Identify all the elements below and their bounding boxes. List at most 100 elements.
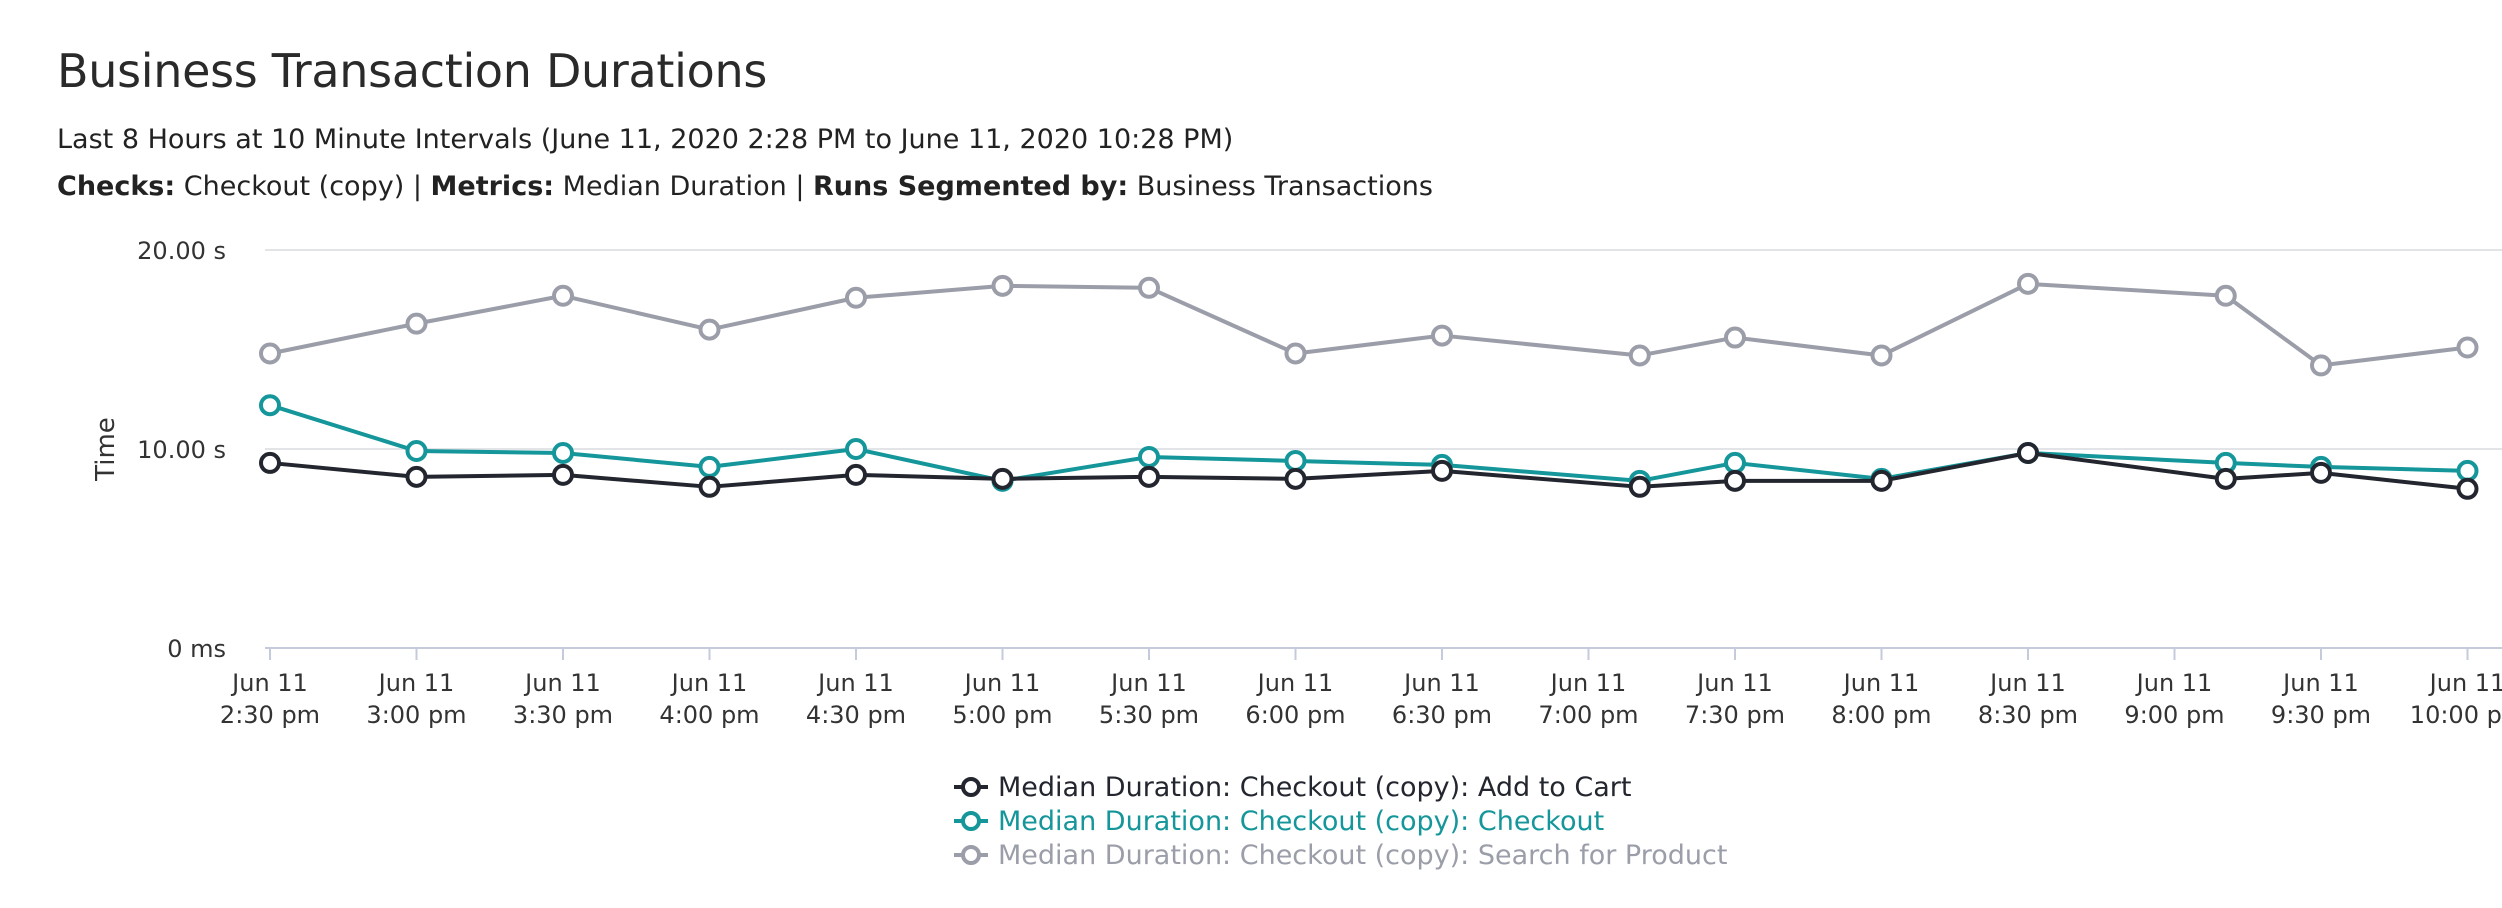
series-line (269, 281, 2468, 368)
data-point (1138, 276, 1160, 299)
legend-marker-icon (954, 811, 988, 831)
data-point (845, 463, 867, 486)
data-point (1724, 469, 1746, 492)
data-point (698, 318, 721, 341)
legend-label: Median Duration: Checkout (copy): Add to… (998, 771, 1632, 803)
data-point (991, 274, 1014, 297)
y-tick-label: 10.00 s (137, 436, 226, 464)
x-tick-label: Jun 11 (1695, 669, 1773, 697)
x-tick-label: Jun 11 (377, 669, 455, 697)
y-axis: 0 ms 10.00 s 20.00 s Time (91, 237, 226, 663)
y-tick-label: 20.00 s (137, 237, 226, 265)
data-point (698, 455, 721, 478)
x-tick-label: Jun 11 (230, 669, 308, 697)
x-tick-label: Jun 11 (963, 669, 1041, 697)
legend-label: Median Duration: Checkout (copy): Search… (998, 839, 1728, 871)
data-point (405, 439, 428, 462)
data-point (1870, 344, 1893, 367)
x-tick-label: Jun 11 (1842, 669, 1920, 697)
x-tick-label: 4:30 pm (806, 701, 906, 729)
data-point (1628, 344, 1651, 367)
data-point (2310, 461, 2332, 484)
x-tick-label: Jun 11 (2428, 669, 2502, 697)
segmented-label: Runs Segmented by: (813, 171, 1129, 202)
x-axis: Jun 11 2:30 pm Jun 11 3:00 pm Jun 11 3:30 pm J… (220, 647, 2502, 729)
x-tick-label: 3:00 pm (366, 701, 466, 729)
data-point (2456, 459, 2479, 482)
x-tick-label: 10:00 pm (2410, 701, 2502, 729)
data-point (2017, 272, 2039, 295)
chart-grid (265, 249, 2502, 450)
legend-marker-icon (954, 777, 988, 797)
legend-dot (961, 811, 981, 831)
x-tick-label: 9:30 pm (2271, 701, 2371, 729)
x-tick-label: Jun 11 (1402, 669, 1480, 697)
series-line (269, 403, 2468, 483)
series-line (269, 450, 2468, 491)
data-point (1724, 326, 1746, 349)
legend-label: Median Duration: Checkout (copy): Checko… (998, 805, 1605, 837)
data-point (259, 342, 281, 365)
legend-dot (961, 845, 981, 865)
data-point (1431, 324, 1453, 347)
data-point (405, 465, 428, 488)
series-group (259, 441, 2479, 500)
data-point (991, 467, 1014, 490)
segmented-value: Business Transactions (1136, 171, 1433, 202)
x-tick-label: Jun 11 (1549, 669, 1627, 697)
x-tick-label: 8:30 pm (1978, 701, 2078, 729)
data-point (1870, 469, 1893, 492)
meta-separator: | (412, 171, 422, 202)
data-point (1138, 465, 1160, 488)
data-point (1138, 445, 1160, 468)
data-point (845, 286, 867, 309)
x-tick-label: 6:00 pm (1245, 701, 1345, 729)
x-tick-label: 3:30 pm (513, 701, 613, 729)
legend-item[interactable]: Median Duration: Checkout (copy): Add to… (952, 770, 1727, 804)
checks-label: Checks: (57, 171, 176, 202)
data-point (1628, 475, 1651, 498)
chart-legend: Median Duration: Checkout (copy): Add to… (952, 770, 1727, 872)
chart-meta-line: Checks: Checkout (copy) | Metrics: Media… (57, 171, 1433, 202)
x-tick-label: Jun 11 (1256, 669, 1334, 697)
time-range-subtitle: Last 8 Hours at 10 Minute Intervals (Jun… (57, 124, 1234, 155)
data-point (1284, 467, 1307, 490)
x-tick-label: 5:00 pm (952, 701, 1052, 729)
checks-value: Checkout (copy) (183, 171, 405, 202)
x-tick-label: Jun 11 (2281, 669, 2359, 697)
x-tick-label: 8:00 pm (1831, 701, 1931, 729)
legend-item[interactable]: Median Duration: Checkout (copy): Checko… (952, 804, 1727, 838)
legend-dot (961, 777, 981, 797)
x-tick-label: 5:30 pm (1099, 701, 1199, 729)
x-tick-label: Jun 11 (1988, 669, 2066, 697)
y-axis-title: Time (91, 417, 121, 482)
series-group (259, 272, 2479, 377)
legend-marker-icon (954, 845, 988, 865)
x-tick-label: 7:00 pm (1538, 701, 1638, 729)
x-tick-label: Jun 11 (816, 669, 894, 697)
legend-item[interactable]: Median Duration: Checkout (copy): Search… (952, 838, 1727, 872)
page-title: Business Transaction Durations (57, 44, 767, 98)
data-point (259, 451, 281, 474)
y-tick-label: 0 ms (167, 635, 226, 663)
x-tick-label: Jun 11 (670, 669, 748, 697)
data-point (2214, 467, 2237, 490)
data-point (552, 284, 574, 307)
meta-separator: | (795, 171, 805, 202)
data-point (552, 463, 574, 486)
data-point (845, 438, 867, 460)
data-point (2456, 477, 2479, 500)
data-point (552, 441, 574, 464)
metrics-label: Metrics: (430, 171, 555, 202)
x-tick-label: 4:00 pm (659, 701, 759, 729)
data-point (698, 475, 721, 498)
metrics-value: Median Duration (562, 171, 787, 202)
data-point (1284, 449, 1307, 472)
x-tick-label: 9:00 pm (2124, 701, 2224, 729)
series-layer (259, 272, 2479, 500)
data-point (2214, 284, 2237, 307)
data-point (2456, 336, 2479, 359)
x-tick-label: 2:30 pm (220, 701, 320, 729)
x-tick-label: 6:30 pm (1392, 701, 1492, 729)
x-tick-label: Jun 11 (1109, 669, 1187, 697)
